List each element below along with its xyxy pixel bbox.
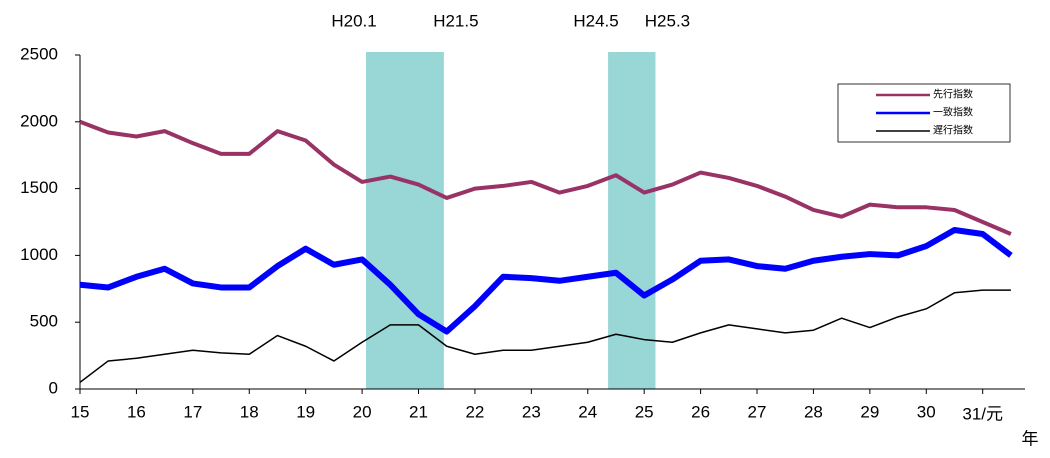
x-tick-label: 24 xyxy=(578,402,597,421)
shaded-period xyxy=(608,52,656,389)
y-tick-label: 1500 xyxy=(20,178,58,197)
x-tick-label: 20 xyxy=(353,402,372,421)
y-tick-label: 0 xyxy=(49,378,58,397)
x-tick-label: 21 xyxy=(409,402,428,421)
x-tick-label: 16 xyxy=(127,402,146,421)
series-line xyxy=(79,289,1011,383)
y-tick-label: 2500 xyxy=(20,44,58,63)
legend-label: 遅行指数 xyxy=(933,124,973,137)
x-tick-label: 22 xyxy=(465,402,484,421)
series-line xyxy=(79,119,1012,236)
x-tick-label: 25 xyxy=(635,402,654,421)
y-tick-label: 2000 xyxy=(20,111,58,130)
x-tick-label: 31/元 xyxy=(962,404,1003,423)
period-label: H21.5 xyxy=(433,11,478,30)
x-axis-label: 年 xyxy=(1022,429,1039,448)
legend-label: 先行指数 xyxy=(933,88,973,101)
x-tick-label: 28 xyxy=(804,402,823,421)
x-tick-label: 29 xyxy=(860,402,879,421)
x-tick-label: 15 xyxy=(71,402,90,421)
x-tick-label: 27 xyxy=(748,402,767,421)
series-line xyxy=(79,227,1013,335)
x-tick-label: 26 xyxy=(691,402,710,421)
y-tick-label: 1000 xyxy=(20,245,58,264)
x-tick-label: 18 xyxy=(240,402,259,421)
x-tick-label: 23 xyxy=(522,402,541,421)
x-tick-label: 17 xyxy=(183,402,202,421)
period-label: H24.5 xyxy=(573,11,618,30)
legend-label: 一致指数 xyxy=(933,106,973,119)
period-label: H25.3 xyxy=(645,11,690,30)
x-tick-label: 19 xyxy=(296,402,315,421)
period-label: H20.1 xyxy=(331,11,376,30)
y-tick-label: 500 xyxy=(30,312,58,331)
shaded-period xyxy=(366,52,444,389)
x-tick-label: 30 xyxy=(917,402,936,421)
